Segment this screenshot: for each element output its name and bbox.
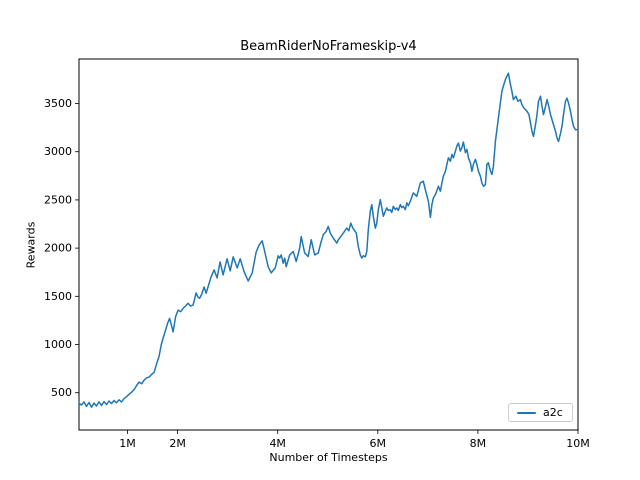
x-tick-label: 2M [169,437,186,450]
x-tick-label: 10M [566,437,590,450]
legend-line-sample [517,411,536,414]
y-tick-label: 2500 [44,193,72,206]
plot-frame [78,58,579,431]
y-tick-label: 2000 [44,242,72,255]
x-tick-label: 6M [370,437,387,450]
x-tick-label: 8M [470,437,487,450]
y-tick-label: 1500 [44,290,72,303]
legend-series-label: a2c [543,406,563,419]
x-axis-label: Number of Timesteps [269,451,388,464]
y-tick-label: 3500 [44,97,72,110]
y-tick-label: 500 [51,386,72,399]
series-line-a2c [78,72,578,408]
x-tick-label: 4M [269,437,286,450]
y-tick-label: 3000 [44,145,72,158]
x-tick-label: 1M [119,437,136,450]
y-tick-label: 1000 [44,338,72,351]
chart-title: BeamRiderNoFrameskip-v4 [240,39,417,54]
legend: a2c [508,403,573,422]
